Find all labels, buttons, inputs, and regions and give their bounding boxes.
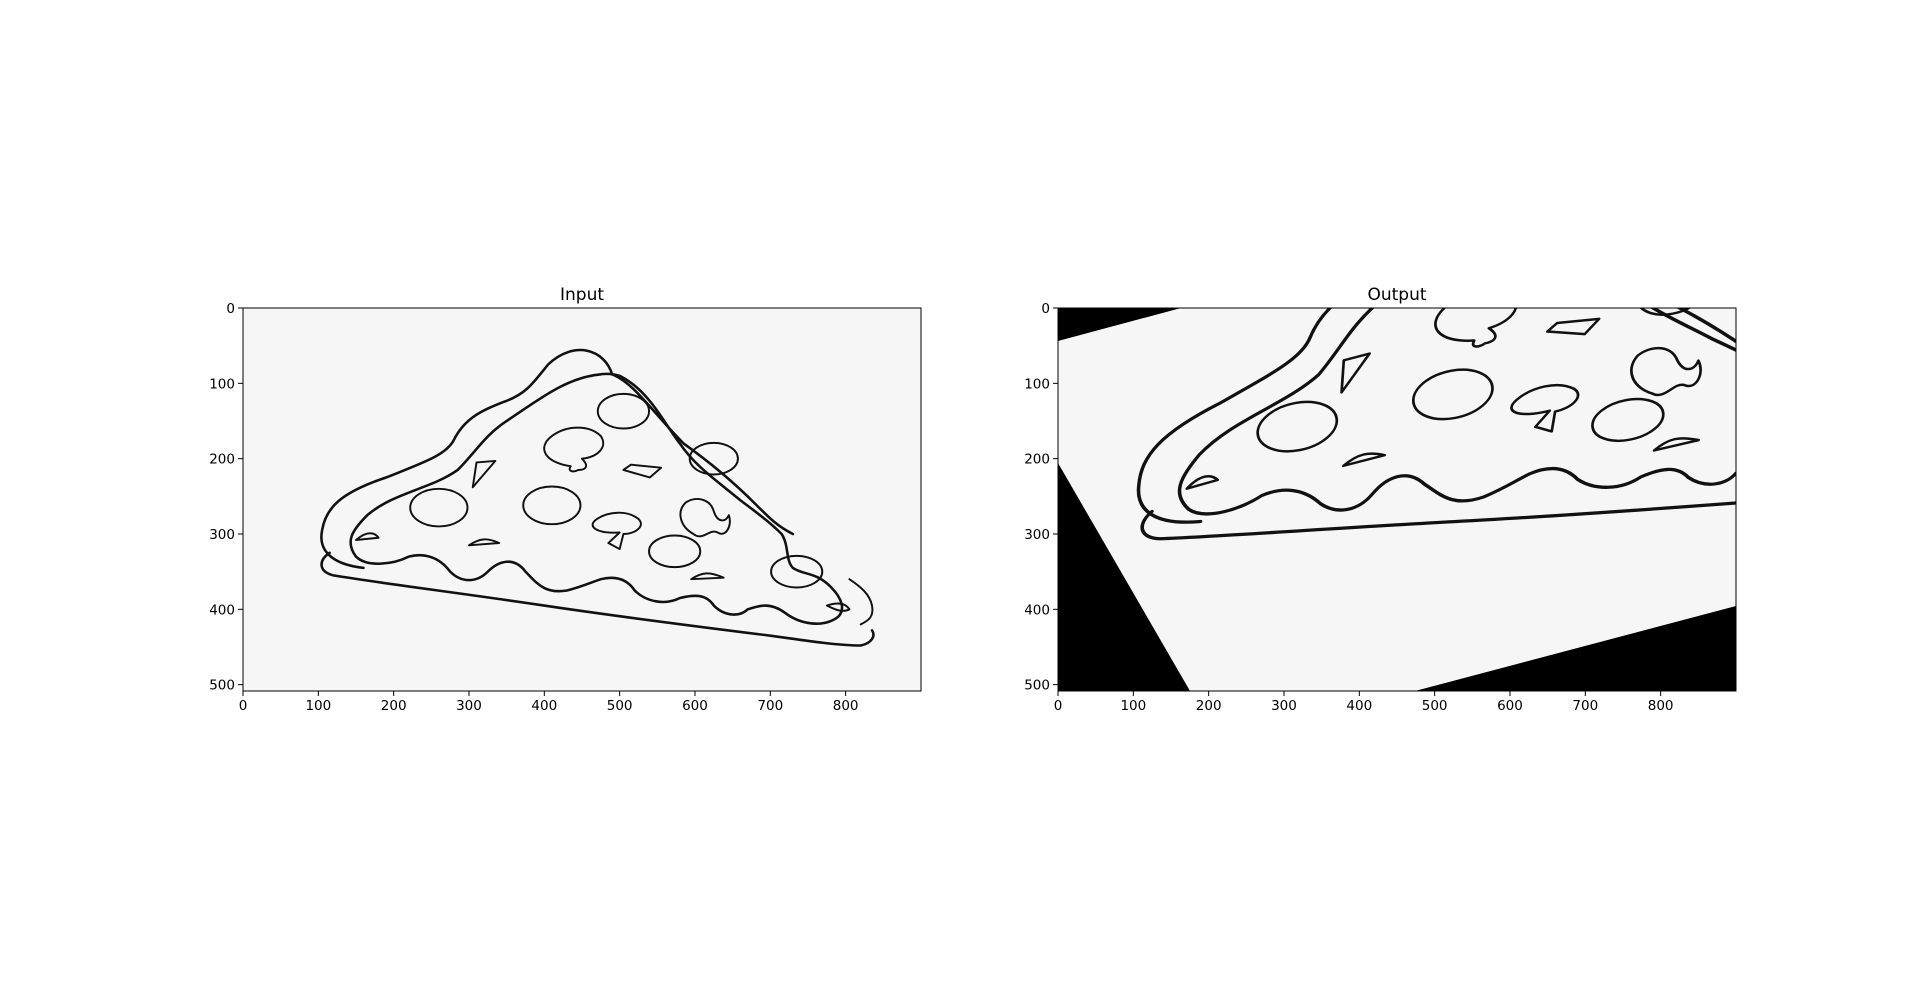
input-panel-title: Input (560, 285, 604, 305)
output-x-tick-label: 700 (1572, 698, 1598, 714)
input-panel: Input 0 100 200 300 400 500 600 700 800 0 100 200 30… (209, 285, 922, 714)
output-y-tick-label: 300 (1024, 527, 1050, 543)
output-y-tick-label: 0 (1041, 301, 1050, 317)
output-y-tick-label: 500 (1024, 678, 1050, 694)
output-y-tick-label: 100 (1024, 376, 1050, 392)
input-y-tick-label: 400 (209, 602, 235, 618)
input-x-tick-label: 400 (531, 698, 557, 714)
output-x-tick-label: 600 (1497, 698, 1523, 714)
output-axes-frame (1057, 307, 1737, 692)
input-y-tick-label: 200 (209, 452, 235, 468)
output-panel: Output 0 100 200 300 400 500 600 700 800 0 100 200 3… (1024, 285, 1737, 714)
input-x-tick-label: 300 (456, 698, 482, 714)
input-x-tick-label: 200 (381, 698, 407, 714)
output-y-tick-label: 400 (1024, 602, 1050, 618)
input-x-tick-label: 100 (305, 698, 331, 714)
input-axes-frame (242, 307, 922, 692)
output-axis-ticks: 0 100 200 300 400 500 600 700 800 0 100 200 300 400 50… (1024, 301, 1673, 714)
output-x-tick-label: 100 (1120, 698, 1146, 714)
output-y-tick-label: 200 (1024, 452, 1050, 468)
input-y-tick-label: 0 (226, 301, 235, 317)
input-image (243, 308, 921, 691)
input-x-tick-label: 600 (682, 698, 708, 714)
input-x-tick-label: 800 (833, 698, 859, 714)
output-x-tick-label: 500 (1422, 698, 1448, 714)
output-x-tick-label: 800 (1648, 698, 1674, 714)
output-x-tick-label: 400 (1346, 698, 1372, 714)
input-y-tick-label: 300 (209, 527, 235, 543)
input-x-tick-label: 500 (607, 698, 633, 714)
input-x-tick-label: 700 (757, 698, 783, 714)
input-axis-ticks: 0 100 200 300 400 500 600 700 800 0 100 200 300 400 50… (209, 301, 858, 714)
output-x-tick-label: 200 (1196, 698, 1222, 714)
input-y-tick-label: 100 (209, 376, 235, 392)
output-x-tick-label: 300 (1271, 698, 1297, 714)
input-y-tick-label: 500 (209, 678, 235, 694)
output-x-tick-label: 0 (1054, 698, 1063, 714)
output-image (1058, 308, 1736, 691)
output-panel-title: Output (1367, 285, 1426, 305)
input-x-tick-label: 0 (239, 698, 248, 714)
